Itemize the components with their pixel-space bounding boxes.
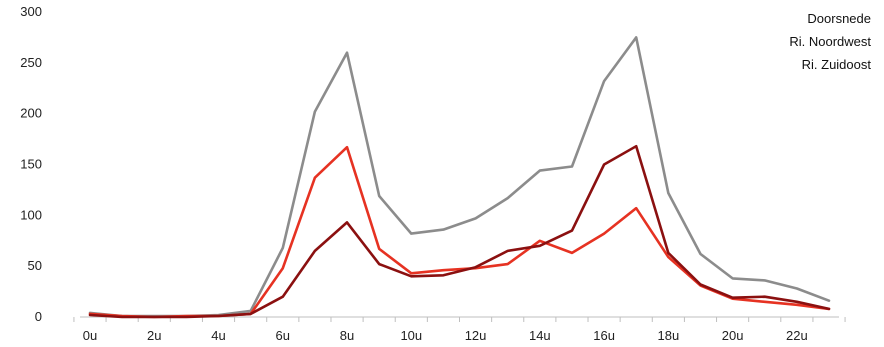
x-tick-label: 20u bbox=[722, 328, 744, 343]
series-line-doorsnede bbox=[88, 36, 831, 318]
series-line-ri-zuidoost bbox=[88, 144, 831, 319]
x-tick-label: 2u bbox=[147, 328, 161, 343]
y-axis: 0 50 100 150 200 250 300 bbox=[20, 4, 42, 324]
y-tick-label: 250 bbox=[20, 55, 42, 70]
x-tick-label: 18u bbox=[657, 328, 679, 343]
y-tick-label: 150 bbox=[20, 157, 42, 172]
legend-entry: Ri. Noordwest bbox=[789, 34, 871, 49]
y-tick-label: 0 bbox=[35, 309, 42, 324]
x-tick-label: 10u bbox=[400, 328, 422, 343]
y-tick-label: 200 bbox=[20, 106, 42, 121]
x-tick-label: 12u bbox=[465, 328, 487, 343]
x-tick-label: 14u bbox=[529, 328, 551, 343]
x-tick-label: 0u bbox=[83, 328, 97, 343]
x-tick-label: 16u bbox=[593, 328, 615, 343]
x-axis: 0u 2u 4u 6u 8u 10u 12u 14u 16u 18u 20u 22u bbox=[73, 316, 846, 343]
x-tick-label: 22u bbox=[786, 328, 808, 343]
y-tick-label: 50 bbox=[28, 258, 42, 273]
legend: Doorsnede Ri. Noordwest Ri. Zuidoost bbox=[789, 11, 871, 72]
x-tick-label: 6u bbox=[276, 328, 290, 343]
series-layer bbox=[88, 36, 831, 319]
x-tick-label: 4u bbox=[211, 328, 225, 343]
legend-entry: Ri. Zuidoost bbox=[802, 57, 872, 72]
y-tick-label: 100 bbox=[20, 207, 42, 222]
y-tick-label: 300 bbox=[20, 4, 42, 19]
legend-entry: Doorsnede bbox=[807, 11, 871, 26]
x-tick-label: 8u bbox=[340, 328, 354, 343]
